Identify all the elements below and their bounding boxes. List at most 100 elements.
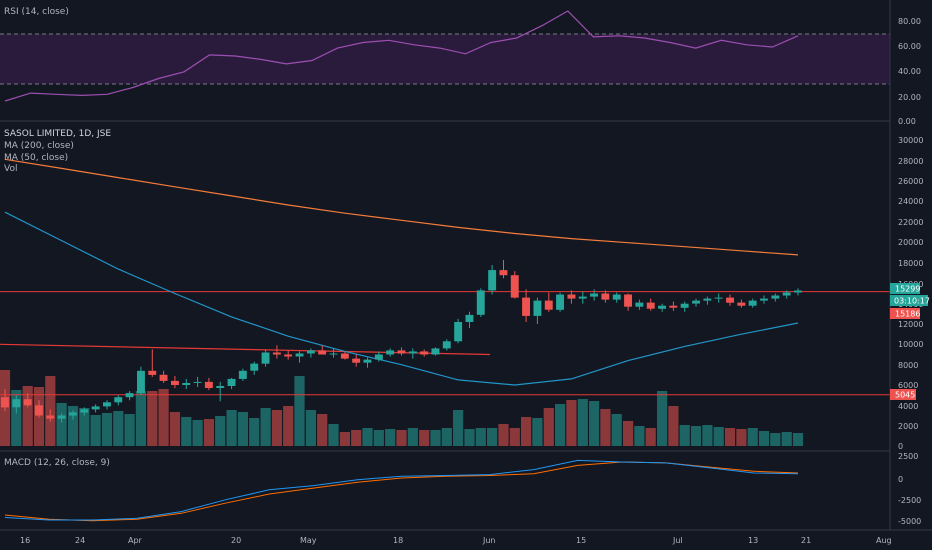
candle-body [737,302,746,306]
last-price-tag-bg [890,283,920,294]
volume-bar [736,429,747,446]
volume-bar [237,412,248,446]
rsi-tick: 20.00 [898,93,921,102]
volume-bar [498,424,509,446]
volume-bar [147,391,158,446]
volume-bar [362,428,373,446]
candle-body [442,341,451,349]
candle-body [374,354,383,360]
volume-bar [385,429,396,446]
ma50-legend: MA (50, close) [4,153,68,163]
candle-body [658,305,666,309]
candle-body [556,294,564,310]
candle-body [284,354,293,357]
ma200-legend: MA (200, close) [4,141,74,151]
price-tick: 8000 [898,361,918,370]
volume-bar [611,414,622,446]
rsi-tick: 0.00 [898,117,916,126]
volume-bar [521,417,532,446]
macd-tick: -5000 [898,517,921,526]
candle-body [488,270,497,291]
volume-bar [79,408,90,446]
candle-body [261,352,270,364]
countdown-tag-bg [890,295,928,306]
price-tick: 2000 [898,422,918,431]
volume-bar [792,433,804,446]
price-tick: 10000 [898,340,923,349]
candles [1,260,802,423]
candle-body [397,350,406,354]
candle-body [499,270,508,276]
candle-body [714,297,723,299]
volume-bar [555,404,566,446]
volume-bar [90,415,101,446]
last-price-tag: 15299 [890,283,920,294]
volume-bar [747,428,758,446]
volume-bar [192,420,203,446]
volume-bar [770,433,781,446]
volume-bar [260,408,271,446]
candle-body [590,293,598,297]
time-tick: 16 [20,536,30,545]
macd-pane[interactable]: MACD (12, 26, close, 9) [4,458,799,522]
candle-body [533,300,542,316]
volume-bar [351,430,362,446]
macd-axis-ticks: 2500 0 -2500 -5000 [898,452,921,526]
rsi-pane[interactable]: RSI (14, close) [0,7,890,102]
volume-bar [158,389,169,446]
line-1-tag-bg [890,308,920,319]
rsi-axis-ticks: 80.00 60.00 40.00 20.00 0.00 [898,17,921,126]
time-tick: 24 [75,536,85,545]
candle-body [510,275,519,298]
price-tick: 12000 [898,320,923,329]
line-2-tag-bg [890,389,916,400]
volume-bar [373,430,384,446]
candle-body [669,305,678,308]
candle-body [782,292,791,296]
candle-body [318,350,327,355]
volume-bar [226,410,237,446]
candle-body [171,380,179,385]
rsi-label: RSI (14, close) [4,7,69,17]
time-tick: 20 [231,536,241,545]
volume-bar [657,391,668,446]
price-pane[interactable]: SASOL LIMITED, 1D, JSE MA (200, close) M… [0,129,890,446]
rsi-line [4,10,799,102]
candle-body [137,370,145,394]
volume-bar [577,399,588,446]
volume-bar [11,390,22,446]
volume-bar [22,386,33,446]
rsi-tick: 40.00 [898,67,921,76]
price-tick: 22000 [898,218,923,227]
volume-bar [441,428,452,446]
candle-body [340,353,349,359]
line-2-value: 5045 [895,391,915,400]
price-axis[interactable]: 80.00 60.00 40.00 20.00 0.00 30000 28000… [889,0,930,530]
ma50-line [4,211,799,386]
candle-body [635,302,644,307]
time-axis[interactable]: 16 24 Apr 20 May 18 Jun 15 Jul 13 21 Aug [0,529,932,545]
volume-bar [781,432,792,446]
time-tick: Jul [672,536,683,545]
volume-bar [328,424,339,446]
volume-bar [113,411,124,446]
candle-body [386,350,395,355]
candle-body [182,383,191,385]
volume-bar [305,410,316,446]
candle-body [578,296,587,299]
volume-bar [203,419,214,446]
volume-bar [600,409,611,446]
price-tick: 24000 [898,197,923,206]
candle-body [703,298,712,301]
price-tick: 18000 [898,259,923,268]
candle-body [91,406,100,410]
price-tick: 0 [898,442,903,451]
trend-line[interactable] [0,343,491,356]
volume-bar [396,430,407,446]
candle-body [612,294,621,300]
volume-bar [623,421,634,446]
macd-tick: 0 [898,475,903,484]
candle-body [760,298,768,301]
